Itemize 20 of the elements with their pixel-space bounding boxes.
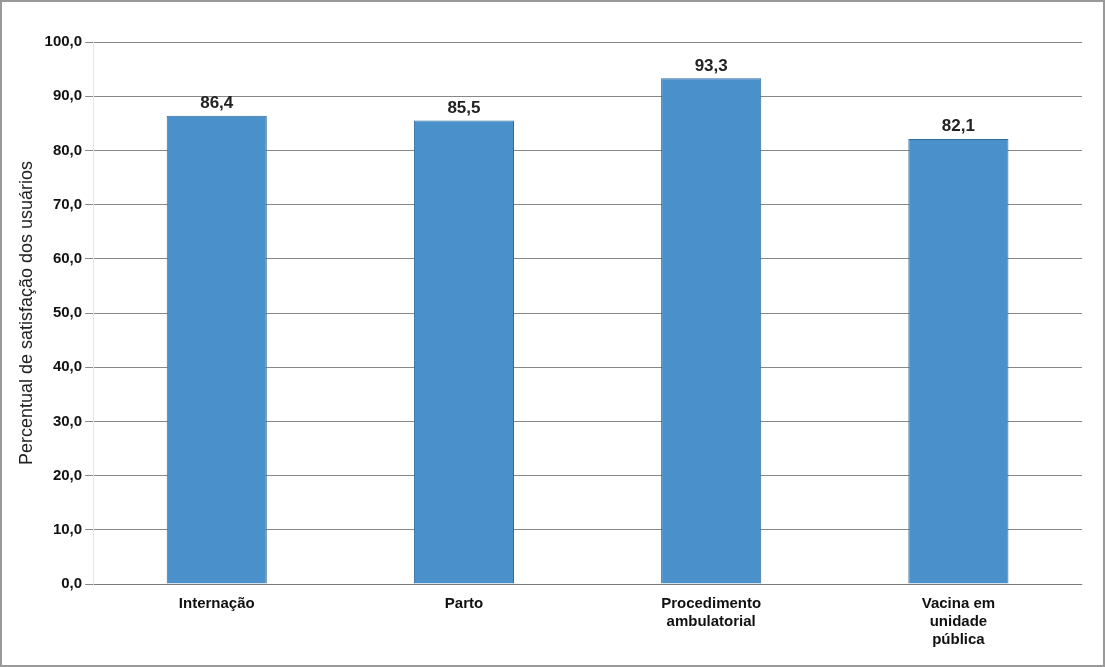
x-tick-label: Procedimento ambulatorial	[661, 594, 762, 630]
y-tick-label: 60,0	[52, 248, 83, 266]
y-tick-label: 100,0	[44, 32, 83, 50]
y-tick-label: 30,0	[52, 411, 83, 429]
x-tick-label: Vacina em unidade pública	[921, 594, 996, 648]
y-tick-label: 20,0	[52, 465, 83, 483]
y-tick-label: 0,0	[61, 574, 83, 592]
y-tick-label: 80,0	[52, 140, 83, 158]
y-tick-label: 90,0	[52, 86, 83, 104]
data-label: 82,1	[941, 116, 975, 136]
y-tick-label: 40,0	[52, 357, 83, 375]
y-tick-label: 50,0	[52, 303, 83, 321]
data-label: 85,5	[447, 97, 481, 117]
data-label: 93,3	[694, 55, 728, 75]
y-axis-title: Percentual de satisfação dos usuários	[15, 160, 36, 466]
x-tick-label: Parto	[444, 594, 484, 612]
y-tick-label: 10,0	[52, 519, 83, 537]
x-tick-label: Internação	[178, 594, 255, 612]
y-tick-label: 70,0	[52, 194, 83, 212]
data-label: 86,4	[200, 92, 234, 112]
